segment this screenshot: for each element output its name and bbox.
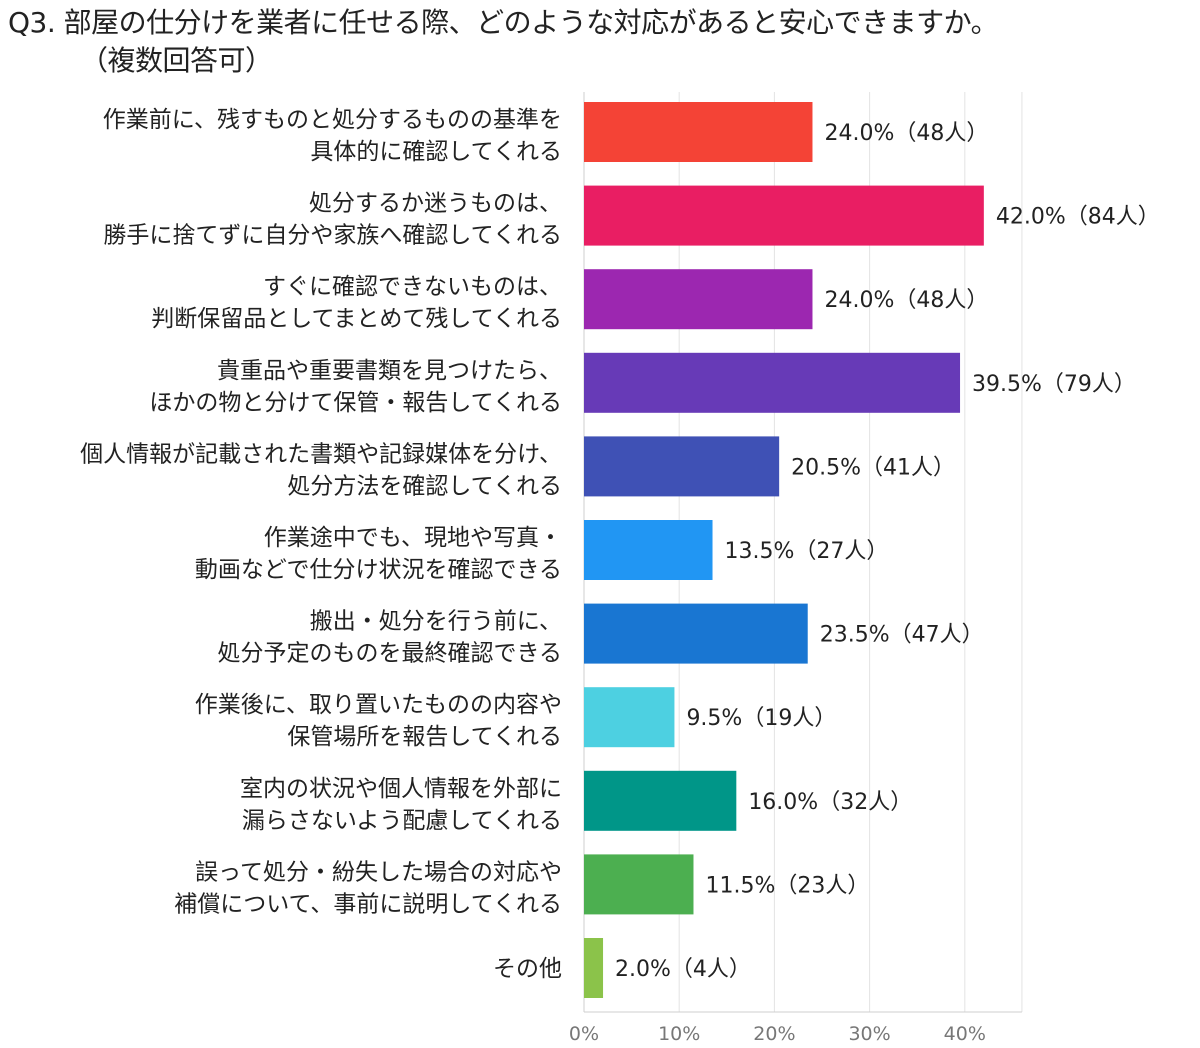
bar [584,854,694,915]
bar [584,102,813,162]
category-label: 動画などで仕分け状況を確認できる [195,557,562,583]
category-label: すぐに確認できないものは、 [263,274,562,300]
category-label: 搬出・処分を行う前に、 [310,609,562,635]
x-tick-label: 10% [658,1023,700,1045]
category-label: 個人情報が記載された書類や記録媒体を分け、 [80,441,562,467]
bar [584,938,604,998]
category-label: 処分するか迷うものは、 [309,191,562,217]
bar [584,603,808,664]
category-label: 作業後に、取り置いたものの内容や [195,692,562,718]
chart-title-line2: （複数回答可） [80,44,273,77]
bar [584,770,737,831]
category-label: その他 [493,956,562,982]
bar [584,687,675,748]
value-label: 20.5%（41人） [791,455,955,480]
category-label: 勝手に捨てずに自分や家族へ確認してくれる [103,223,562,249]
value-label: 24.0%（48人） [824,121,988,146]
value-label: 39.5%（79人） [972,372,1136,397]
value-label: 9.5%（19人） [686,706,836,731]
bar [584,269,813,330]
chart-title: Q3. 部屋の仕分けを業者に任せる際、どのような対応があると安心できますか。 （… [8,4,1198,80]
x-tick-label: 20% [753,1023,795,1045]
category-label: ほかの物と分けて保管・報告してくれる [149,390,562,416]
bar [584,520,713,580]
x-tick-label: 40% [944,1023,986,1045]
value-label: 13.5%（27人） [725,539,889,564]
value-label: 16.0%（32人） [748,790,912,815]
value-label: 23.5%（47人） [820,623,984,648]
value-label: 11.5%（23人） [705,873,869,898]
x-tick-label: 30% [848,1023,890,1045]
category-label: 漏らさないよう配慮してくれる [242,808,562,834]
category-label: 処分方法を確認してくれる [287,473,562,499]
category-label: 作業途中でも、現地や写真・ [264,525,562,551]
x-tick-label: 0% [569,1023,599,1045]
category-label: 判断保留品としてまとめて残してくれる [151,306,562,332]
bar [584,436,780,497]
bar [584,352,961,413]
category-label: 補償について、事前に説明してくれる [174,891,562,917]
bar [584,185,984,246]
value-label: 24.0%（48人） [824,288,988,313]
category-label: 室内の状況や個人情報を外部に [240,776,562,802]
category-label: 処分予定のものを最終確認できる [217,641,562,667]
value-label: 2.0%（4人） [615,957,751,982]
chart-title-line1: Q3. 部屋の仕分けを業者に任せる際、どのような対応があると安心できますか。 [8,6,999,39]
category-label: 貴重品や重要書類を見つけたら、 [217,358,562,384]
category-label: 保管場所を報告してくれる [287,724,562,750]
category-label: 作業前に、残すものと処分するものの基準を [103,107,562,133]
value-label: 42.0%（84人） [996,205,1160,230]
category-label: 具体的に確認してくれる [310,139,562,165]
category-label: 誤って処分・紛失した場合の対応や [195,859,562,885]
